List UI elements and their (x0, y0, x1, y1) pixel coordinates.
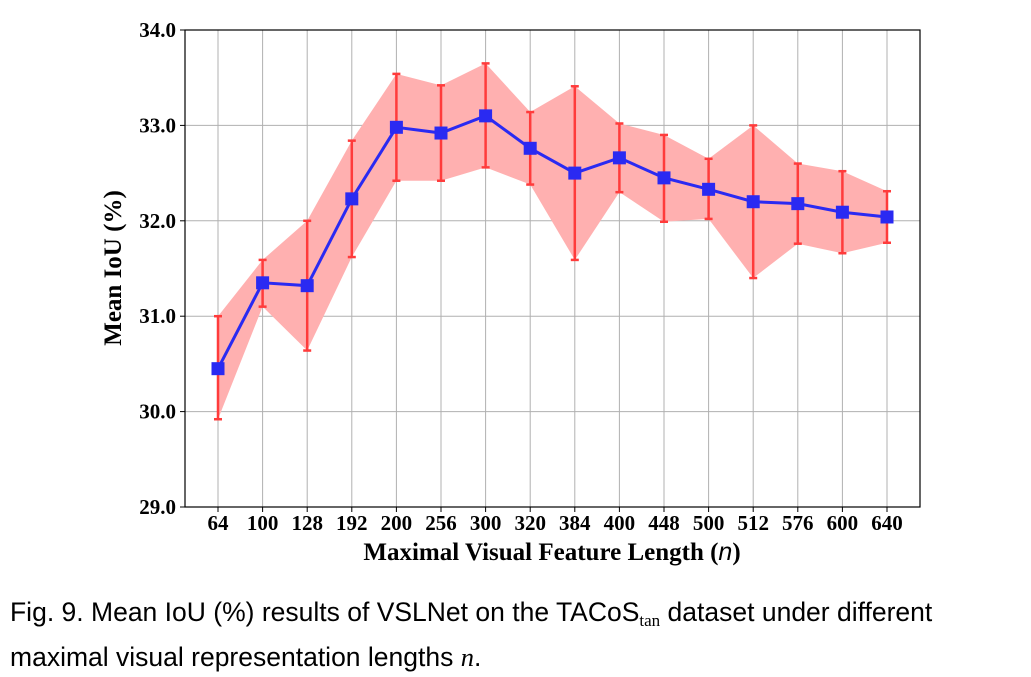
x-axis-label-var: n (718, 538, 732, 566)
x-tick-label: 192 (336, 511, 368, 535)
error-band (218, 63, 887, 420)
data-point (835, 205, 849, 219)
x-tick-label: 448 (648, 511, 680, 535)
data-point (389, 120, 403, 134)
series-markers (211, 109, 894, 376)
data-point (345, 192, 359, 206)
y-tick-label: 31.0 (139, 304, 176, 328)
x-tick-label: 384 (559, 511, 591, 535)
data-point (568, 166, 582, 180)
x-axis-label-end: ) (732, 539, 740, 566)
x-tick-label: 576 (782, 511, 814, 535)
x-tick-label: 320 (514, 511, 546, 535)
x-axis-ticks: 64 100 128 192 200 256 300 320 384 400 448 500 512 57… (208, 507, 903, 535)
y-tick-label: 32.0 (139, 209, 176, 233)
data-point (657, 171, 671, 185)
data-point (300, 279, 314, 293)
x-tick-label: 300 (470, 511, 502, 535)
data-point (211, 362, 225, 376)
x-tick-label: 640 (871, 511, 903, 535)
caption-var: n (460, 642, 474, 672)
x-tick-label: 500 (693, 511, 725, 535)
x-tick-label: 100 (247, 511, 279, 535)
data-point (434, 126, 448, 140)
data-point (612, 151, 626, 165)
x-tick-label: 400 (604, 511, 636, 535)
plot-frame (184, 29, 921, 508)
x-tick-label: 128 (291, 511, 323, 535)
x-axis-label-text: Maximal Visual Feature Length ( (363, 539, 718, 566)
caption-end: . (473, 642, 482, 672)
y-tick-label: 29.0 (139, 495, 176, 519)
y-tick-label: 33.0 (139, 113, 176, 137)
x-tick-label: 512 (737, 511, 769, 535)
figure-caption: Fig. 9. Mean IoU (%) results of VSLNet o… (10, 594, 1025, 675)
caption-subscript: tan (639, 611, 661, 630)
x-tick-label: 256 (425, 511, 457, 535)
x-axis-label: Maximal Visual Feature Length (n) (363, 538, 740, 566)
x-tick-label: 600 (827, 511, 859, 535)
y-axis-ticks: 29.0 30.0 31.0 32.0 33.0 34.0 (139, 18, 185, 519)
x-tick-label: 200 (381, 511, 413, 535)
error-bars (214, 62, 891, 421)
caption-middle: dataset under different maximal visual r… (10, 597, 933, 672)
y-tick-label: 30.0 (139, 400, 176, 424)
data-point (479, 109, 493, 123)
data-point (702, 182, 716, 196)
data-point (746, 195, 760, 209)
data-point (256, 276, 270, 290)
x-tick-label: 64 (208, 511, 230, 535)
y-tick-label: 34.0 (139, 18, 176, 42)
series-line (216, 114, 888, 370)
caption-prefix: Fig. 9. Mean IoU (%) results of VSLNet o… (10, 597, 640, 627)
chart: 29.0 30.0 31.0 32.0 33.0 34.0 64 100 128 192 200 2… (100, 18, 921, 566)
y-axis-label: Mean IoU (%) (100, 190, 127, 346)
data-point (791, 197, 805, 211)
data-point (880, 210, 894, 224)
data-point (523, 141, 537, 155)
